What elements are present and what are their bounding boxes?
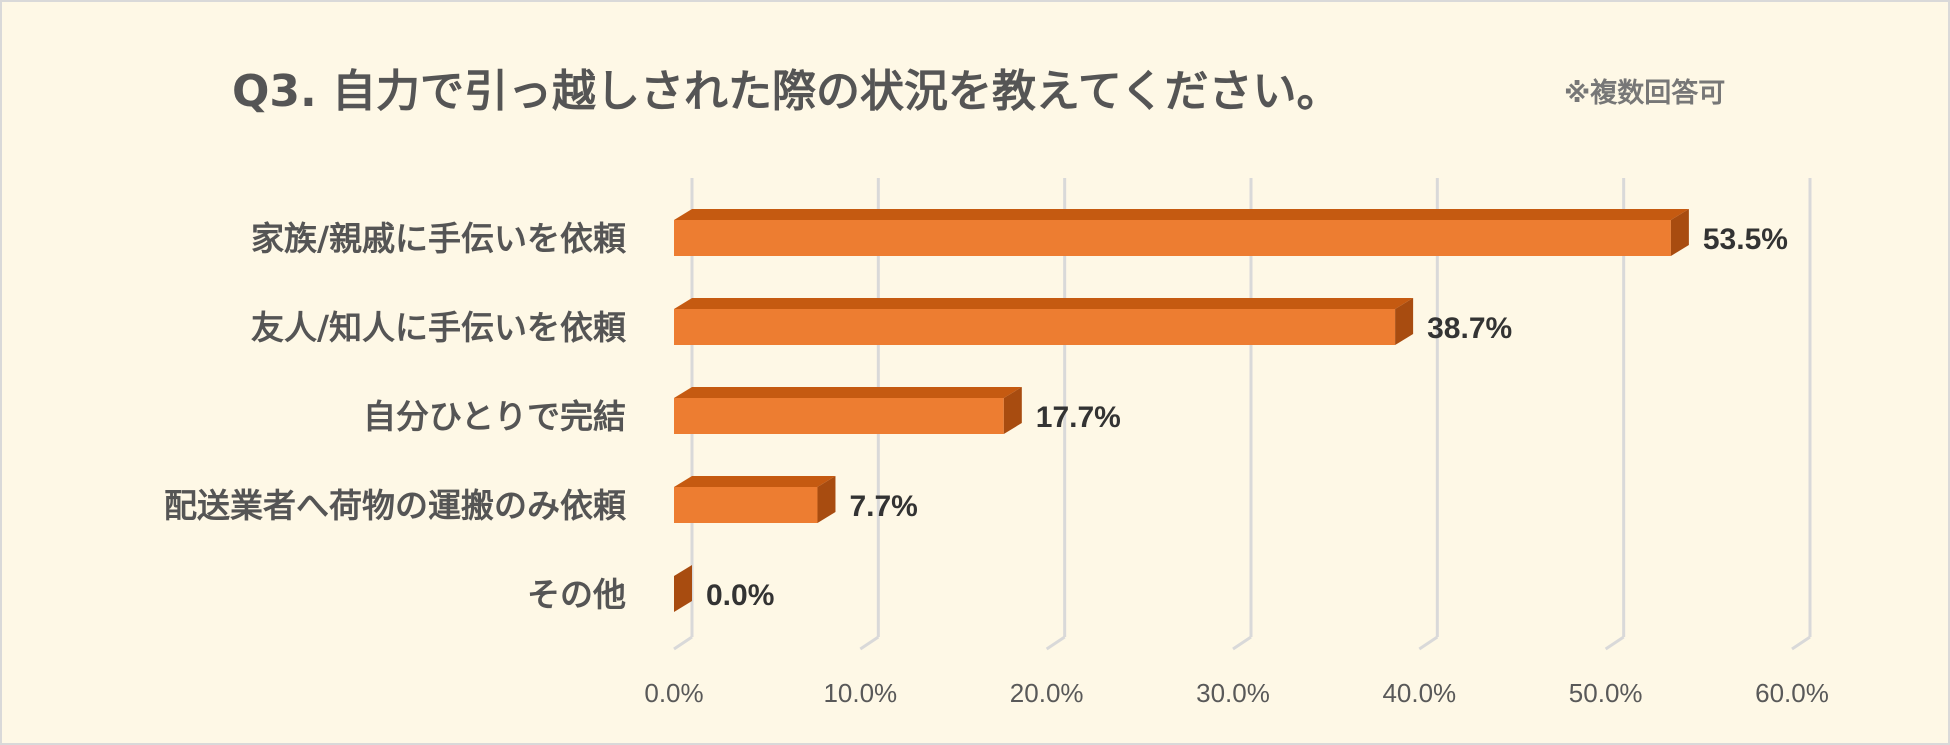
chart-title: Q3. 自力で引っ越しされた際の状況を教えてください。 [232,66,1341,117]
category-label-1: 友人/知人に手伝いを依頼 [251,308,627,347]
x-tick-label-1: 10.0% [823,678,897,708]
bar-side-0 [1670,209,1689,256]
gridline-floor-5 [1604,635,1625,651]
category-label-3: 配送業者へ荷物の運搬のみ依頼 [164,486,627,525]
value-label-0: 53.5% [1703,223,1788,256]
bar-front-0 [674,220,1671,256]
bar-side-4 [674,565,692,612]
bar-front-2 [674,398,1004,434]
bar-3 [674,476,836,523]
category-labels: 家族/親戚に手伝いを依頼友人/知人に手伝いを依頼自分ひとりで完結配送業者へ荷物の… [164,219,627,614]
category-label-0: 家族/親戚に手伝いを依頼 [251,219,627,258]
value-labels: 53.5% 38.7% 17.7% 7.7% 0.0% [706,223,1788,612]
x-tick-label-0: 0.0% [644,678,703,708]
value-label-3: 7.7% [849,490,917,523]
value-label-2: 17.7% [1036,401,1121,434]
x-tick-label-2: 20.0% [1010,678,1084,708]
gridline-floor-6 [1791,635,1811,651]
bar-0 [674,209,1689,256]
bar-top-2 [674,387,1022,398]
bar-top-0 [674,209,1689,220]
gridline-floor-3 [1232,635,1252,651]
category-label-2: 自分ひとりで完結 [363,397,626,436]
category-label-4: その他 [527,575,626,614]
bar-1 [674,298,1414,345]
x-tick-label-5: 50.0% [1569,678,1643,708]
x-tick-label-3: 30.0% [1196,678,1270,708]
bar-side-1 [1395,298,1414,345]
value-label-4: 0.0% [706,579,774,612]
chart-subtitle: ※複数回答可 [1564,77,1725,109]
bars [674,209,1689,612]
x-tick-label-6: 60.0% [1755,678,1829,708]
bar-side-2 [1003,387,1022,434]
x-tick-label-4: 40.0% [1382,678,1456,708]
bar-2 [674,387,1022,434]
bar-front-3 [674,487,818,523]
bar-top-1 [674,298,1414,309]
gridline-floor-0 [673,635,693,651]
gridline-floor-4 [1418,635,1439,651]
gridline-floor-2 [1045,635,1066,651]
value-label-1: 38.7% [1427,312,1512,345]
bar-front-1 [674,309,1396,345]
bar-4 [674,565,692,612]
gridline-floor-1 [859,635,880,651]
bar-side-3 [817,476,836,523]
bar-top-3 [674,476,836,487]
x-axis-tick-labels: 0.0% 10.0% 20.0% 30.0% 40.0% 50.0% 60.0% [644,678,1829,708]
